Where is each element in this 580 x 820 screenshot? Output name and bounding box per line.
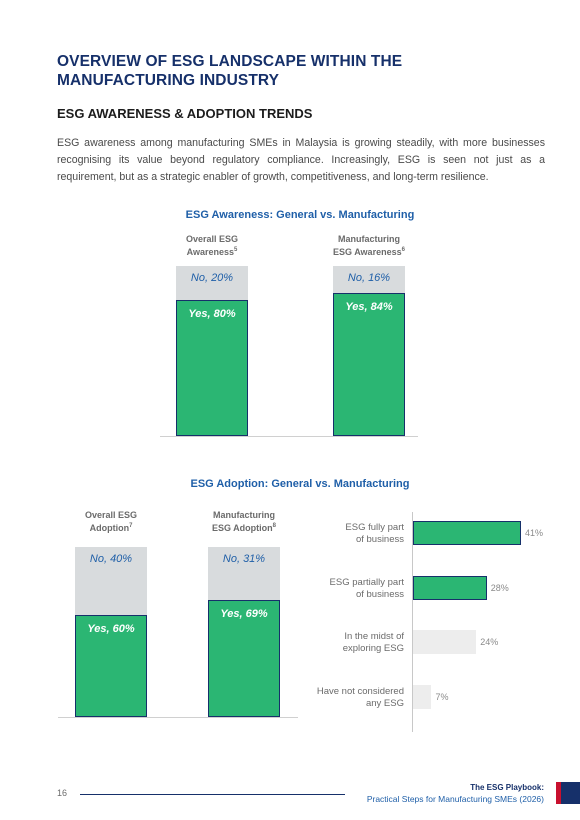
footer-book-title: The ESG Playbook: [470, 783, 544, 792]
footer-brand-accent [556, 782, 561, 804]
footer-rule [80, 794, 345, 795]
column-label: Overall ESG Adoption7 [84, 510, 138, 533]
hbar-value-label: 24% [480, 637, 499, 647]
hbar-value-label: 41% [525, 528, 544, 538]
hbar-category-label: ESG partially part of business [329, 577, 404, 600]
hbar-bar [413, 685, 432, 709]
hbar-category-label: In the midst of exploring ESG [342, 631, 404, 654]
hbar-value-label: 7% [435, 692, 449, 702]
chart-baseline [160, 436, 418, 437]
page-title: OVERVIEW OF ESG LANDSCAPE WITHIN THE MAN… [57, 53, 403, 89]
hbar-value-label: 28% [490, 583, 509, 593]
bar-segment-yes: Yes, 80% [176, 300, 248, 436]
column-label: Manufacturing ESG Adoption8 [211, 510, 276, 533]
bar-segment-yes: Yes, 60% [75, 615, 147, 717]
footnote-ref: 6 [401, 247, 405, 253]
footer-book-subtitle: Practical Steps for Manufacturing SMEs (… [366, 794, 544, 804]
bar-segment-yes: Yes, 84% [333, 293, 405, 436]
page-number: 16 [57, 788, 68, 798]
hbar-bar [413, 521, 521, 545]
hbar-category-label: ESG fully part of business [345, 522, 404, 545]
footer-brand-block [556, 782, 580, 804]
hbar-bar [413, 630, 477, 654]
intro-paragraph: ESG awareness among manufacturing SMEs i… [57, 137, 545, 183]
chart-baseline [58, 717, 298, 718]
bar-segment-yes: Yes, 69% [208, 599, 280, 717]
footnote-ref: 7 [129, 523, 133, 529]
bar-segment-no: No, 40% [75, 547, 147, 615]
hbar-axis [412, 512, 413, 732]
awareness-chart-title: ESG Awareness: General vs. Manufacturing [185, 209, 415, 221]
column-label: Manufacturing ESG Awareness6 [333, 234, 405, 257]
footnote-ref: 5 [234, 247, 238, 253]
adoption-chart-title: ESG Adoption: General vs. Manufacturing [190, 478, 410, 490]
section-subtitle: ESG AWARENESS & ADOPTION TRENDS [57, 106, 313, 121]
column-label: Overall ESG Awareness5 [185, 234, 239, 257]
bar-segment-no: No, 20% [176, 266, 248, 300]
hbar-category-label: Have not considered any ESG [316, 686, 404, 709]
hbar-bar [413, 576, 487, 600]
bar-segment-no: No, 16% [333, 266, 405, 294]
footnote-ref: 8 [272, 523, 276, 529]
bar-segment-no: No, 31% [208, 547, 280, 600]
